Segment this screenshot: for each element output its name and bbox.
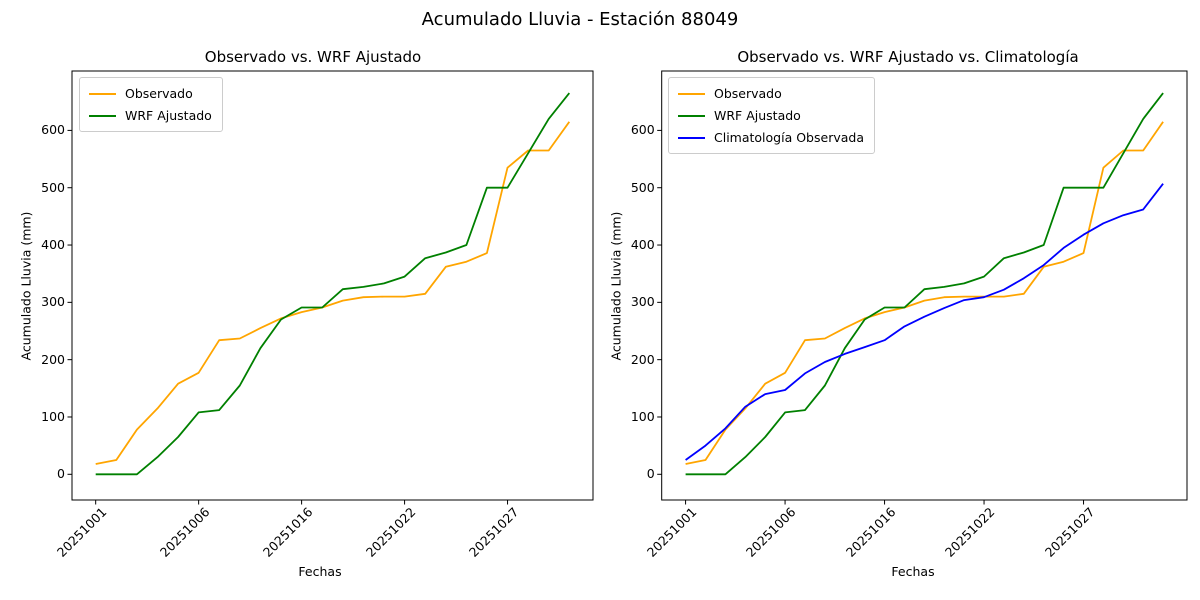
y-tick-label: 200: [630, 351, 655, 367]
series-line-observado: [95, 121, 571, 465]
legend-left: Observado WRF Ajustado: [79, 77, 223, 132]
y-tick-label: 100: [41, 408, 65, 424]
legend-line-swatch-observado: [678, 92, 705, 95]
plot-title-left: Observado vs. WRF Ajustado: [204, 48, 422, 66]
y-tick-label: 400: [41, 237, 65, 253]
x-axis-label-right: Fechas: [891, 564, 935, 579]
y-tick-label: 0: [57, 466, 65, 482]
y-axis-label-right: Acumulado Lluvia (mm): [608, 211, 624, 361]
y-tick-label: 600: [630, 122, 655, 138]
series-line-observado: [685, 121, 1164, 465]
y-tick-label: 100: [630, 408, 655, 424]
legend-line-swatch-observado: [89, 92, 116, 95]
x-axis-label-left: Fechas: [298, 564, 342, 579]
legend-item: Observado: [89, 85, 212, 102]
plot-title-right: Observado vs. WRF Ajustado vs. Climatolo…: [737, 48, 1079, 66]
y-tick-label: 400: [630, 237, 655, 253]
legend-item: Climatología Observada: [678, 129, 864, 146]
y-tick-label: 200: [41, 351, 65, 367]
legend-line-swatch-wrf: [89, 114, 116, 117]
figure-suptitle: Acumulado Lluvia - Estación 88049: [421, 9, 739, 30]
legend-line-swatch-climatologia: [678, 136, 705, 139]
legend-line-swatch-wrf: [678, 114, 705, 117]
legend-right: Observado WRF Ajustado Climatología Obse…: [668, 77, 875, 154]
series-line-wrf-ajustado: [685, 92, 1164, 476]
y-tick-label: 300: [630, 294, 655, 310]
legend-item: WRF Ajustado: [89, 107, 212, 124]
series-line-climatolog-a-observada: [685, 183, 1164, 461]
y-tick-label: 0: [646, 466, 655, 482]
y-tick-label: 500: [630, 179, 655, 195]
legend-item: WRF Ajustado: [678, 107, 864, 124]
legend-label: Observado: [125, 86, 193, 101]
legend-label: WRF Ajustado: [714, 108, 801, 123]
legend-item: Observado: [678, 85, 864, 102]
legend-label: WRF Ajustado: [125, 108, 212, 123]
y-tick-label: 300: [41, 294, 65, 310]
y-tick-label: 500: [41, 179, 65, 195]
y-tick-label: 600: [41, 122, 65, 138]
y-axis-label-left: Acumulado Lluvia (mm): [18, 211, 34, 361]
legend-label: Observado: [714, 86, 782, 101]
series-line-wrf-ajustado: [95, 92, 571, 476]
legend-label: Climatología Observada: [714, 130, 864, 145]
